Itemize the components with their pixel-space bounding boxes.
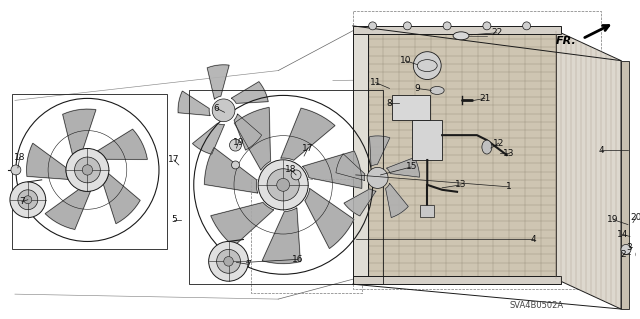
Text: 20: 20 [630, 213, 640, 222]
Text: 12: 12 [493, 138, 504, 148]
Polygon shape [104, 174, 140, 224]
Circle shape [483, 22, 491, 30]
Text: 14: 14 [618, 230, 628, 239]
Polygon shape [207, 65, 229, 99]
Text: 21: 21 [479, 94, 491, 103]
Text: 6: 6 [214, 104, 220, 113]
Text: 4: 4 [531, 235, 536, 244]
Polygon shape [386, 183, 408, 218]
Polygon shape [193, 123, 225, 154]
Bar [367, 31, 556, 279]
Polygon shape [234, 108, 271, 170]
Circle shape [18, 190, 38, 210]
Polygon shape [45, 189, 90, 229]
Polygon shape [336, 154, 365, 181]
Circle shape [413, 52, 441, 79]
Polygon shape [97, 129, 147, 160]
Polygon shape [387, 158, 420, 177]
Circle shape [232, 161, 239, 169]
Circle shape [216, 249, 241, 273]
Bar [353, 31, 367, 279]
Text: 7: 7 [246, 260, 252, 269]
Text: 13: 13 [455, 180, 467, 189]
Bar [353, 26, 561, 34]
Polygon shape [63, 109, 96, 154]
Circle shape [224, 256, 234, 266]
Polygon shape [205, 148, 258, 193]
Text: 13: 13 [503, 149, 515, 158]
Circle shape [66, 148, 109, 191]
Circle shape [367, 167, 388, 189]
Text: 7: 7 [19, 197, 25, 206]
Polygon shape [303, 151, 362, 188]
Ellipse shape [453, 32, 469, 40]
Text: 17: 17 [168, 155, 180, 165]
Polygon shape [281, 108, 335, 160]
Polygon shape [234, 114, 262, 150]
Bar [420, 205, 434, 217]
Bar [251, 179, 362, 293]
Circle shape [369, 22, 376, 30]
Circle shape [621, 244, 631, 254]
Text: 10: 10 [399, 56, 411, 65]
Text: 4: 4 [598, 145, 604, 155]
Bar [621, 61, 629, 309]
Polygon shape [344, 189, 376, 216]
Text: 15: 15 [406, 162, 417, 171]
Text: 19: 19 [233, 137, 244, 147]
Polygon shape [211, 203, 274, 246]
Polygon shape [262, 208, 300, 263]
Text: 18: 18 [285, 166, 297, 174]
Polygon shape [369, 136, 390, 166]
Circle shape [24, 196, 32, 204]
Text: 5: 5 [171, 215, 177, 224]
Circle shape [209, 241, 248, 281]
Circle shape [75, 157, 100, 183]
Text: 17: 17 [302, 144, 314, 152]
Bar [353, 11, 601, 289]
Text: SVA4B0502A: SVA4B0502A [509, 300, 564, 309]
Polygon shape [27, 143, 68, 179]
Polygon shape [178, 91, 210, 115]
Text: 22: 22 [491, 28, 502, 37]
Text: 11: 11 [370, 78, 381, 87]
Text: 9: 9 [415, 84, 420, 93]
Circle shape [291, 170, 301, 180]
Bar [12, 94, 167, 249]
Text: 19: 19 [607, 215, 619, 224]
Circle shape [258, 160, 308, 210]
Circle shape [267, 169, 300, 201]
Bar [189, 91, 383, 284]
Text: 1: 1 [506, 182, 511, 191]
Ellipse shape [430, 86, 444, 94]
Circle shape [11, 165, 21, 175]
Bar [353, 276, 561, 284]
Circle shape [10, 182, 45, 218]
Ellipse shape [482, 140, 492, 154]
Circle shape [83, 165, 93, 175]
Text: 3: 3 [626, 243, 632, 252]
Bar [412, 120, 442, 160]
Polygon shape [232, 82, 268, 103]
Text: 2: 2 [620, 250, 626, 259]
Text: FR.: FR. [556, 36, 576, 46]
Circle shape [523, 22, 531, 30]
Bar [392, 95, 430, 120]
Circle shape [403, 22, 412, 30]
Circle shape [276, 178, 290, 191]
Polygon shape [556, 31, 621, 309]
Circle shape [230, 139, 241, 151]
Circle shape [212, 99, 235, 122]
Text: 16: 16 [292, 255, 304, 264]
Polygon shape [305, 189, 354, 249]
Circle shape [636, 249, 640, 259]
Text: 18: 18 [14, 152, 26, 161]
Circle shape [443, 22, 451, 30]
Text: 8: 8 [387, 99, 392, 108]
